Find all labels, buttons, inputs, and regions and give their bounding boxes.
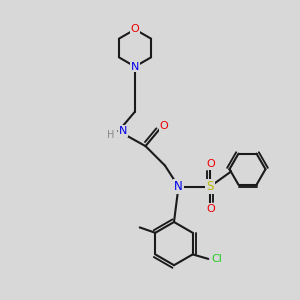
- Text: O: O: [206, 159, 215, 169]
- Text: N: N: [174, 180, 183, 193]
- Text: N: N: [131, 61, 139, 72]
- Text: H: H: [107, 130, 115, 140]
- Text: S: S: [206, 180, 214, 193]
- Text: O: O: [130, 24, 140, 34]
- Text: Cl: Cl: [211, 254, 222, 265]
- Text: O: O: [160, 121, 169, 131]
- Text: O: O: [206, 204, 215, 214]
- Text: N: N: [119, 126, 127, 136]
